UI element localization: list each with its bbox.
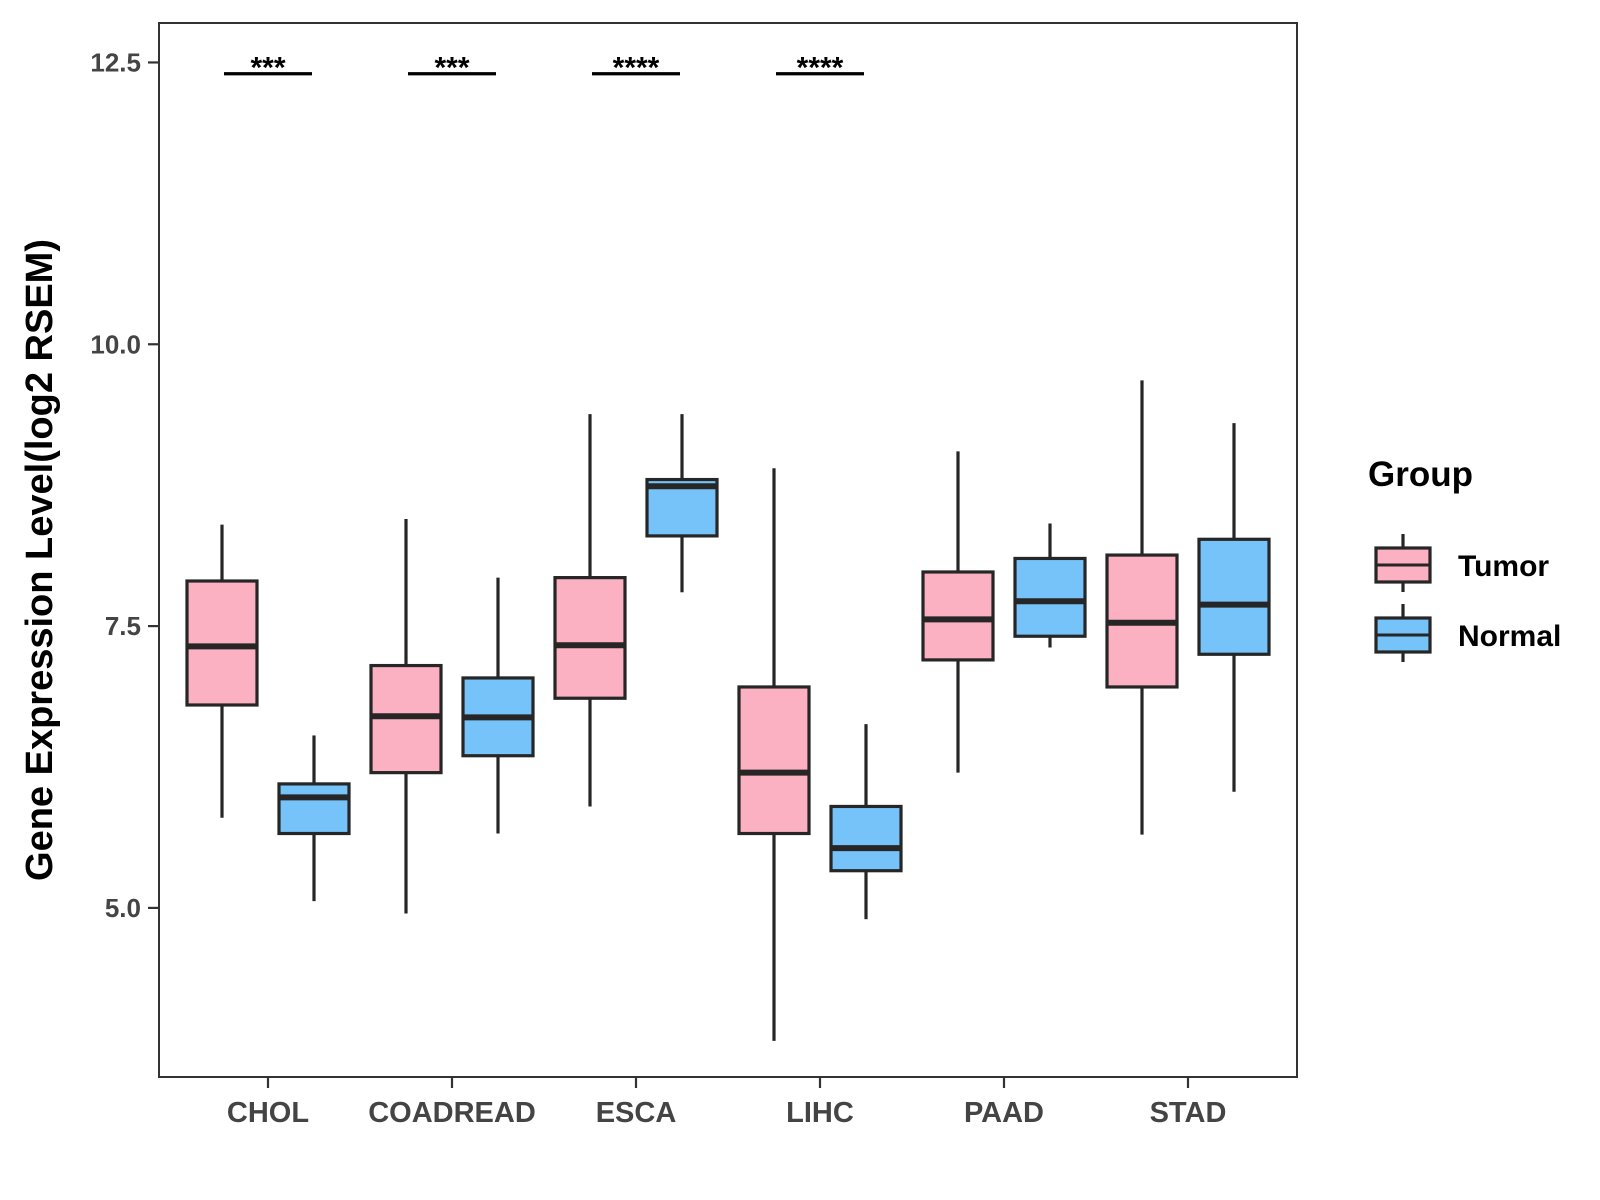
box-body	[921, 570, 995, 662]
x-tick-label: CHOL	[227, 1097, 309, 1129]
legend-label: Tumor	[1458, 550, 1549, 583]
box-body	[1013, 556, 1087, 638]
box-normal-paad	[1013, 523, 1087, 648]
box-tumor-stad	[1105, 380, 1179, 835]
box-normal-esca	[645, 414, 719, 593]
box-tumor-paad	[921, 451, 995, 773]
box-tumor-lihc	[737, 468, 811, 1041]
legend-item-tumor: Tumor	[1374, 534, 1549, 592]
plot-panel-border	[158, 22, 1298, 1078]
significance-label: ****	[797, 52, 844, 85]
x-tick-label: COADREAD	[368, 1097, 536, 1129]
box-normal-chol	[277, 735, 351, 902]
box-body	[829, 804, 903, 873]
significance-label: ***	[250, 52, 285, 85]
box-normal-stad	[1197, 423, 1271, 792]
legend-label: Normal	[1458, 620, 1561, 653]
y-axis-title: Gene Expression Level(log2 RSEM)	[19, 239, 61, 881]
legend-items: Tumor Normal	[1374, 534, 1561, 662]
y-tick-label: 7.5	[105, 611, 141, 641]
boxes	[185, 380, 1271, 1041]
y-tick-label: 12.5	[90, 47, 141, 77]
significance-label: ***	[434, 52, 469, 85]
x-tick-label: STAD	[1150, 1097, 1227, 1129]
significance-label: ****	[613, 52, 660, 85]
y-tick-label: 5.0	[105, 893, 141, 923]
legend-item-normal: Normal	[1374, 604, 1561, 662]
box-body	[277, 782, 351, 836]
box-tumor-coadread	[369, 519, 443, 914]
x-tick-label: LIHC	[786, 1097, 854, 1129]
y-tick-label: 10.0	[90, 329, 141, 359]
x-tick-label: PAAD	[964, 1097, 1044, 1129]
box-body	[185, 579, 259, 707]
box-tumor-esca	[553, 414, 627, 807]
box-body	[737, 685, 811, 836]
axes: 5.0 7.5 10.0 12.5 CHOL COADREAD ESCA LIHC PAAD ST…	[90, 22, 1298, 1129]
x-tick-label: ESCA	[596, 1097, 677, 1129]
box-normal-lihc	[829, 724, 903, 920]
box-tumor-chol	[185, 524, 259, 818]
box-body	[1197, 537, 1271, 656]
legend: Group Tumor Normal	[1368, 455, 1561, 662]
box-normal-coadread	[461, 577, 535, 834]
legend-title: Group	[1368, 455, 1473, 494]
significance-annotations: *** *** **** ****	[224, 52, 864, 85]
box-body	[553, 576, 627, 700]
